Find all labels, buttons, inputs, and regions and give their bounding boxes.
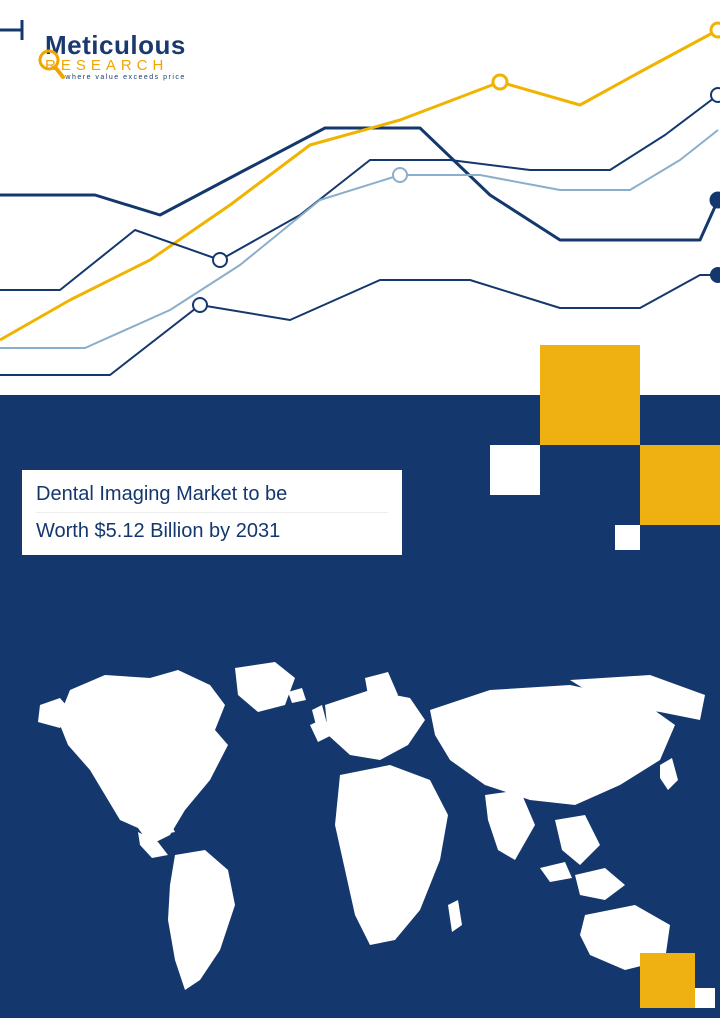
magnifier-icon <box>37 48 65 80</box>
decorative-squares <box>420 345 720 645</box>
logo-word: Meticulous <box>45 30 186 60</box>
squares-graphic <box>420 345 720 605</box>
logo-tagline: where value exceeds price <box>45 74 186 81</box>
world-map <box>10 650 710 1008</box>
title-box: Dental Imaging Market to be Worth $5.12 … <box>22 470 402 555</box>
chart-section: Meticulous RESEARCH where value exceeds … <box>0 0 720 395</box>
world-map-section <box>0 640 720 1018</box>
title-band: Dental Imaging Market to be Worth $5.12 … <box>0 395 720 640</box>
logo: Meticulous RESEARCH where value exceeds … <box>45 30 186 81</box>
title-line-1: Dental Imaging Market to be <box>36 478 388 513</box>
corner-squares-graphic <box>640 953 720 1013</box>
logo-sub-text: RESEARCH <box>45 57 186 74</box>
title-line-2: Worth $5.12 Billion by 2031 <box>36 515 388 547</box>
corner-squares <box>640 953 720 1018</box>
